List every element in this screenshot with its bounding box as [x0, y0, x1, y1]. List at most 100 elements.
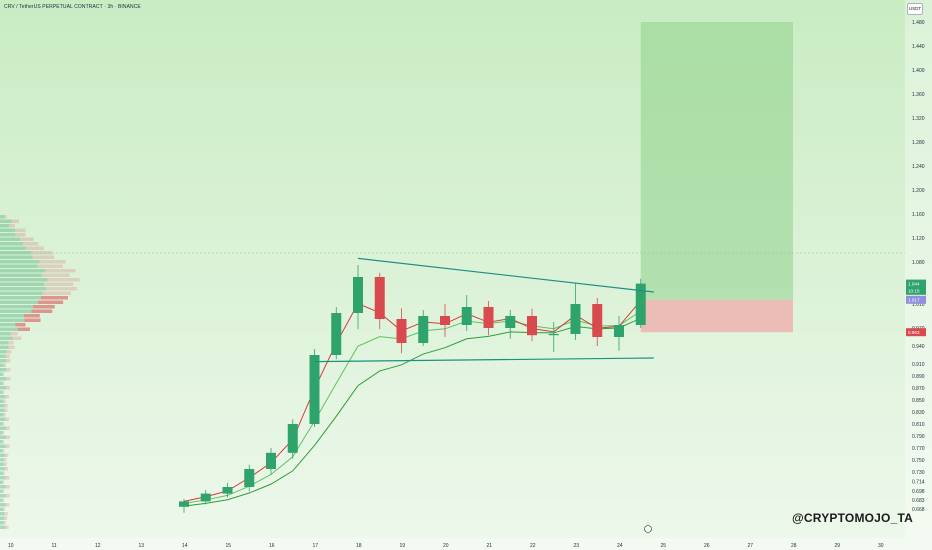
- ema-short-line: [183, 300, 642, 502]
- volume-bar-up: [0, 300, 38, 304]
- volume-bar-down: [5, 426, 10, 430]
- price-tick-label: 1.200: [912, 188, 925, 194]
- volume-bar-up: [0, 386, 6, 390]
- volume-bar-up: [0, 305, 33, 309]
- volume-bar-up: [0, 318, 25, 322]
- volume-bar-down: [5, 485, 10, 489]
- candle-body: [309, 355, 320, 424]
- candle-body: [505, 316, 516, 328]
- volume-bar-down: [3, 507, 6, 511]
- price-tick-label: 1.440: [912, 44, 925, 50]
- volume-bar-up: [0, 494, 6, 498]
- candle-body: [222, 487, 233, 494]
- volume-bar-down: [3, 413, 6, 417]
- volume-bar-down: [37, 300, 64, 304]
- volume-bar-down: [41, 273, 70, 277]
- time-tick-label: 21: [487, 543, 493, 549]
- moving-averages: [183, 300, 642, 507]
- price-label-text: 1.017: [908, 298, 920, 303]
- volume-bar-up: [0, 332, 11, 336]
- volume-bar-up: [0, 489, 3, 493]
- volume-bar-down: [3, 363, 6, 367]
- volume-bar-down: [15, 228, 26, 232]
- price-label-text: 10:15: [908, 289, 920, 294]
- candle-body: [353, 277, 363, 313]
- volume-bar-up: [0, 435, 6, 439]
- volume-bar-down: [10, 332, 18, 336]
- volume-bar-up: [0, 498, 3, 502]
- price-tick-label: 1.480: [912, 20, 925, 26]
- volume-bar-up: [0, 462, 5, 466]
- volume-bar-down: [4, 408, 8, 412]
- ema-fast-line: [183, 310, 642, 504]
- time-tick-label: 20: [443, 543, 449, 549]
- candle-body: [244, 469, 255, 487]
- volume-bar-up: [0, 395, 6, 399]
- volume-bar-down: [2, 381, 4, 385]
- symbol-title[interactable]: CRV / TetherUS PERPETUAL CONTRACT · 3h ·…: [4, 4, 141, 10]
- volume-bar-up: [0, 260, 40, 264]
- price-tick-label: 0.683: [912, 498, 925, 504]
- volume-bar-down: [2, 498, 4, 502]
- time-axis-ticks: 10 11 12 13 14 15 16 17 18 19 20 21 22 23 24 25 26 27 28 29…: [8, 543, 884, 549]
- volume-bar-down: [15, 233, 26, 237]
- volume-bar-up: [0, 359, 7, 363]
- volume-bar-down: [4, 467, 9, 471]
- lower-trendline: [314, 357, 654, 363]
- price-axis[interactable]: [905, 0, 932, 538]
- currency-tag[interactable]: USDT: [907, 3, 923, 15]
- price-tick-label: 0.890: [912, 374, 925, 380]
- price-tick-label: 1.240: [912, 164, 925, 170]
- volume-bar-down: [47, 278, 80, 282]
- price-tick-label: 1.080: [912, 260, 925, 266]
- volume-bar-down: [2, 471, 5, 475]
- event-marker-icon[interactable]: [644, 525, 652, 533]
- candle-body: [548, 334, 559, 336]
- volume-bar-up: [0, 417, 6, 421]
- volume-bar-down: [5, 435, 10, 439]
- volume-bar-down: [4, 215, 7, 219]
- volume-bar-down: [5, 476, 10, 480]
- price-labels: 1.044 10:15 1.017 0.963: [906, 279, 926, 337]
- volume-bar-up: [0, 278, 48, 282]
- time-tick-label: 19: [400, 543, 406, 549]
- volume-bar-down: [5, 525, 9, 529]
- volume-bar-down: [31, 309, 53, 313]
- volume-bar-down: [2, 372, 4, 376]
- time-axis[interactable]: [0, 538, 932, 550]
- volume-bar-up: [0, 431, 3, 435]
- volume-bar-up: [0, 426, 6, 430]
- volume-bar-up: [0, 404, 5, 408]
- volume-bar-up: [0, 485, 6, 489]
- volume-bar-up: [0, 467, 5, 471]
- volume-bar-down: [12, 336, 22, 340]
- volume-bar-up: [0, 372, 3, 376]
- volume-bar-up: [0, 480, 3, 484]
- volume-bar-down: [2, 390, 4, 394]
- volume-bar-up: [0, 336, 13, 340]
- volume-bar-up: [0, 345, 9, 349]
- candle-body: [635, 283, 646, 325]
- volume-bar-up: [0, 471, 3, 475]
- volume-bar-down: [6, 377, 11, 381]
- volume-bar-up: [0, 242, 24, 246]
- time-tick-label: 23: [574, 543, 580, 549]
- price-label-text: 1.044: [908, 281, 920, 286]
- candle-body: [331, 313, 342, 355]
- volume-bar-up: [0, 323, 16, 327]
- candle-body: [266, 452, 276, 469]
- time-tick-label: 12: [95, 543, 101, 549]
- time-tick-label: 24: [617, 543, 623, 549]
- volume-bar-down: [32, 255, 55, 259]
- volume-bar-down: [6, 368, 11, 372]
- volume-bar-down: [24, 318, 41, 322]
- time-tick-label: 22: [530, 543, 536, 549]
- volume-bar-down: [8, 341, 14, 345]
- volume-bar-up: [0, 408, 5, 412]
- volume-bar-down: [39, 260, 66, 264]
- volume-bar-down: [5, 494, 10, 498]
- time-tick-label: 30: [878, 543, 884, 549]
- volume-bar-up: [0, 525, 6, 529]
